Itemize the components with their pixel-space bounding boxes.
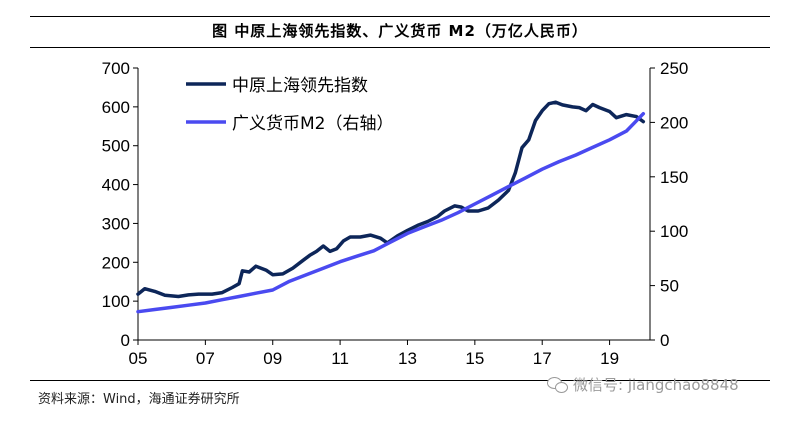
series-line-2 <box>136 111 646 314</box>
x-tick-label: 15 <box>465 349 484 368</box>
title-rule <box>30 47 770 48</box>
y-right-tick-label: 150 <box>660 168 688 187</box>
x-tick-label: 05 <box>129 349 148 368</box>
legend-label-2: 广义货币M2（右轴） <box>232 114 393 134</box>
watermark: 微信号: jiangchao8848 <box>547 374 739 395</box>
y-left-tick-label: 300 <box>102 214 130 233</box>
x-tick-label: 19 <box>600 349 619 368</box>
wechat-icon <box>547 376 569 393</box>
source-note: 资料来源：Wind，海通证券研究所 <box>38 392 240 407</box>
y-left-tick-label: 0 <box>121 331 130 350</box>
series-line-1 <box>136 100 646 299</box>
chart-title: 图 中原上海领先指数、广义货币 M2（万亿人民币） <box>212 22 588 40</box>
bottom-rule <box>30 380 770 381</box>
line-chart: 0 100 200 300 400 500 600 700 0 50 100 150 200 250 05 0… <box>102 59 689 368</box>
y-left-tick-label: 400 <box>102 176 130 195</box>
y-right-tick-label: 50 <box>660 277 679 296</box>
top-rule <box>30 16 770 17</box>
x-tick-label: 07 <box>196 349 215 368</box>
y-right-tick-label: 100 <box>660 222 688 241</box>
y-right-tick-label: 200 <box>660 113 688 132</box>
x-tick-label: 13 <box>398 349 417 368</box>
y-left-tick-label: 600 <box>102 98 130 117</box>
y-right-tick-label: 0 <box>660 331 669 350</box>
watermark-text: 微信号: jiangchao8848 <box>573 376 739 394</box>
x-tick-label: 17 <box>533 349 552 368</box>
x-tick-label: 11 <box>331 349 349 368</box>
y-left-tick-label: 700 <box>102 59 130 78</box>
y-left-tick-label: 500 <box>102 137 130 156</box>
y-left-tick-label: 100 <box>102 292 130 311</box>
legend-label-1: 中原上海领先指数 <box>232 76 368 96</box>
y-left-tick-label: 200 <box>102 253 130 272</box>
x-tick-label: 09 <box>263 349 282 368</box>
y-right-tick-label: 250 <box>660 59 688 78</box>
